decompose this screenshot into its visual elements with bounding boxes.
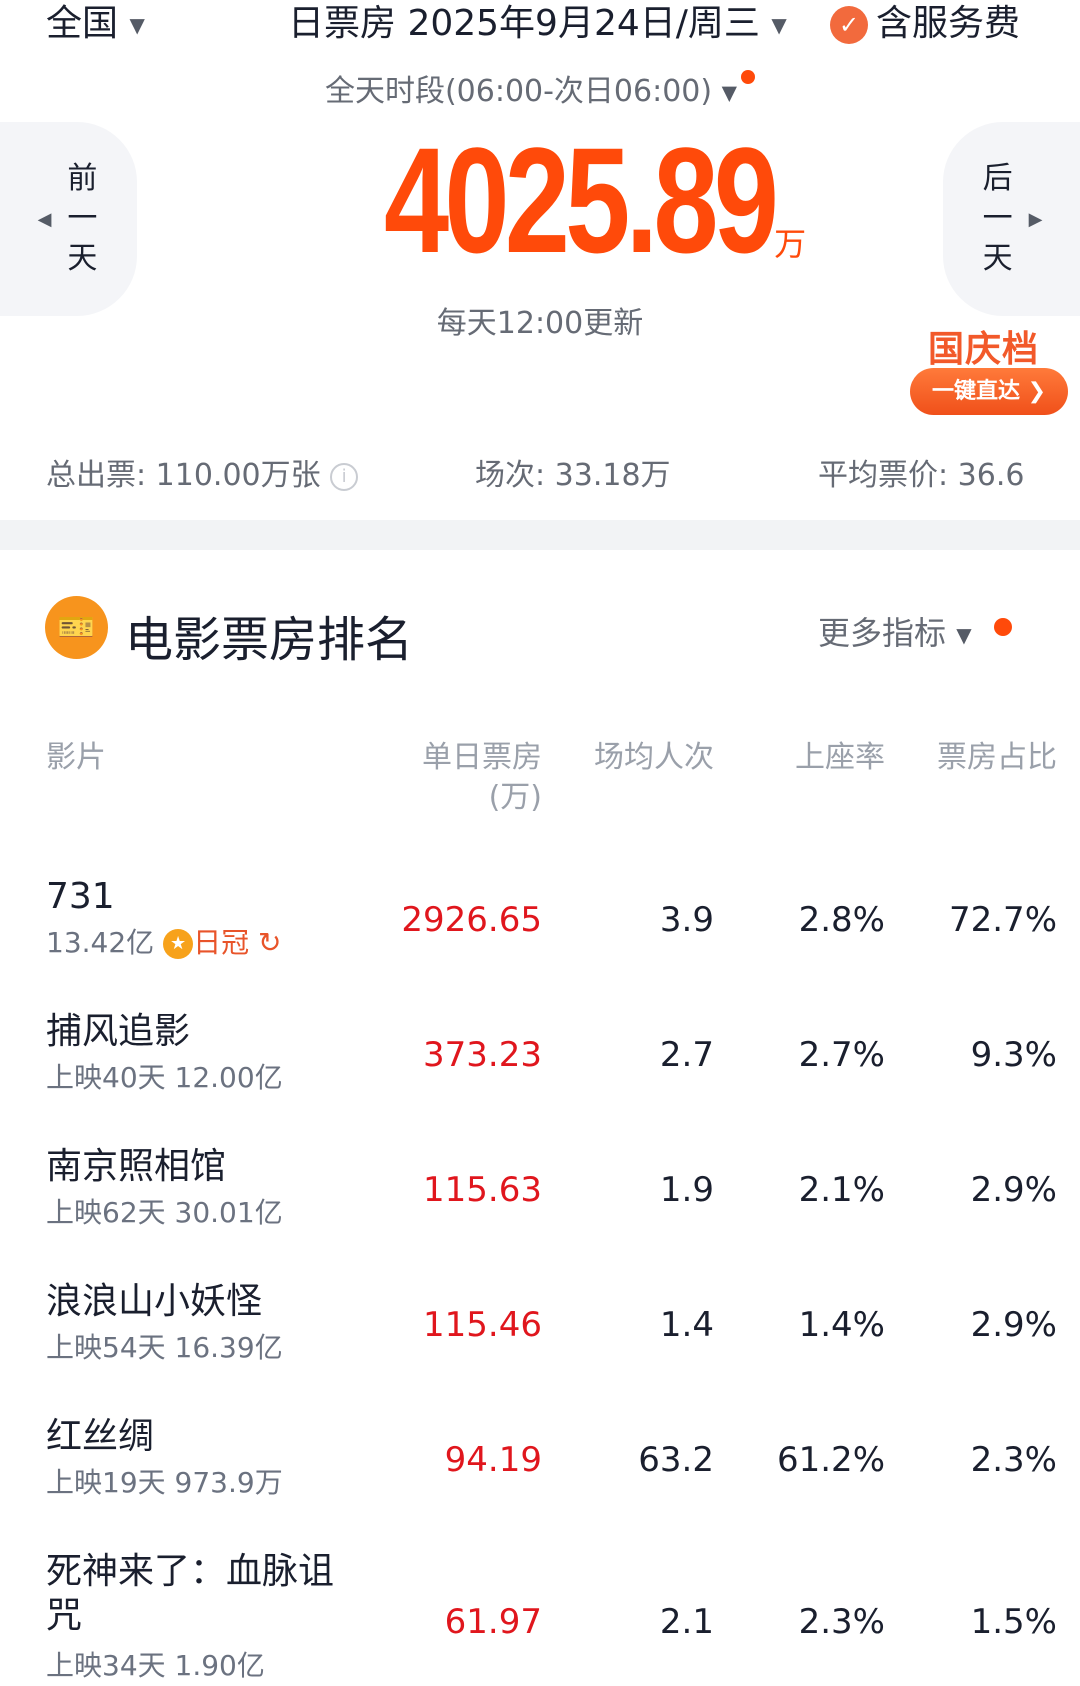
section-title: 电影票房排名 <box>125 612 414 668</box>
avg-people: 1.9 <box>659 1170 714 1210</box>
daily-box-office: 115.46 <box>423 1305 542 1345</box>
avg-people: 63.2 <box>638 1440 714 1480</box>
medal-icon: ★ <box>163 929 194 959</box>
red-dot-icon <box>993 618 1012 636</box>
tickets-label: 总出票: 110.00万张 <box>46 458 321 493</box>
film-title: 死神来了：血脉诅咒 <box>46 1551 335 1636</box>
red-dot-icon <box>741 70 756 84</box>
total-tickets: 总出票: 110.00万张 i <box>46 450 359 494</box>
share: 2.9% <box>970 1170 1057 1210</box>
next-label: 后 <box>982 161 1013 196</box>
caret-down-icon: ▼ <box>721 80 738 105</box>
period-selector[interactable]: 全天时段(06:00-次日06:00) ▼ <box>0 66 1080 110</box>
date-title: 日票房 2025年9月24日/周三 <box>288 3 760 44</box>
shows-stat: 场次: 33.18万 <box>475 458 671 493</box>
share: 2.9% <box>970 1305 1057 1345</box>
occupancy: 1.4% <box>798 1305 885 1345</box>
share: 2.3% <box>970 1440 1057 1480</box>
promo-button-label: 一键直达 <box>931 379 1020 404</box>
promo-title[interactable]: 国庆档 <box>928 329 1040 370</box>
film-title: 捕风追影 <box>46 1011 191 1052</box>
next-label: 一 <box>982 201 1013 236</box>
avg-people: 1.4 <box>659 1305 714 1345</box>
daily-box-office: 373.23 <box>423 1035 542 1075</box>
film-sub: 13.42亿 ★ 日冠 ↻ <box>46 921 281 961</box>
region-label: 全国 <box>46 3 119 44</box>
daily-champion-badge: 日冠 <box>193 926 250 959</box>
more-metrics-label: 更多指标 <box>818 614 947 652</box>
check-icon: ✓ <box>830 6 868 44</box>
prev-day-button[interactable]: ◀ 前一天 <box>0 122 137 316</box>
film-sub-text: 上映40天 12.00亿 <box>46 1061 283 1094</box>
col-occupancy[interactable]: 上座率 <box>795 740 885 775</box>
film-sub-text: 上映62天 30.01亿 <box>46 1196 283 1229</box>
region-selector[interactable]: 全国 ▼ <box>46 0 145 46</box>
occupancy: 2.8% <box>798 900 885 940</box>
section-divider <box>0 520 1080 550</box>
avg-people: 2.1 <box>659 1602 714 1642</box>
col-daily-label: 单日票房 <box>422 740 542 775</box>
ticket-icon: 🎫 <box>45 596 108 659</box>
avg-people: 3.9 <box>659 900 714 940</box>
period-label: 全天时段(06:00-次日06:00) <box>324 74 713 109</box>
film-title: 731 <box>46 876 115 917</box>
arrow-left-icon: ◀ <box>37 208 52 230</box>
prev-label: 前 <box>67 161 98 196</box>
col-share[interactable]: 票房占比 <box>937 740 1057 775</box>
daily-box-office: 61.97 <box>444 1602 542 1642</box>
daily-box-office: 2926.65 <box>401 900 542 940</box>
prev-label: 一 <box>67 201 98 236</box>
occupancy: 2.1% <box>798 1170 885 1210</box>
film-sub: 上映40天 12.00亿 <box>46 1056 283 1096</box>
box-office-value: 4025.89 <box>383 116 779 284</box>
film-sub-text: 13.42亿 <box>46 926 155 959</box>
film-sub: 上映34天 1.90亿 <box>46 1644 265 1684</box>
film-sub: 上映54天 16.39亿 <box>46 1326 283 1366</box>
chevron-right-icon: ❯ <box>1027 379 1047 404</box>
daily-box-office: 4025.89万 <box>0 116 1080 284</box>
info-icon[interactable]: i <box>330 462 359 491</box>
col-avg-people[interactable]: 场均人次 <box>594 740 714 775</box>
film-sub-text: 上映34天 1.90亿 <box>46 1649 265 1682</box>
update-note: 每天12:00更新 <box>436 306 644 341</box>
film-sub: 上映19天 973.9万 <box>46 1461 283 1501</box>
box-office-unit: 万 <box>774 225 807 263</box>
avg-price-stat: 平均票价: 36.6 <box>818 458 1025 493</box>
share: 1.5% <box>970 1602 1057 1642</box>
col-film: 影片 <box>46 740 106 775</box>
film-title: 南京照相馆 <box>46 1146 227 1187</box>
avg-people: 2.7 <box>659 1035 714 1075</box>
occupancy: 61.2% <box>776 1440 885 1480</box>
next-label: 天 <box>982 241 1013 276</box>
film-sub-text: 上映19天 973.9万 <box>46 1466 283 1499</box>
refresh-icon: ↻ <box>258 926 282 959</box>
service-fee-toggle[interactable]: ✓ 含服务费 <box>830 0 1020 46</box>
caret-down-icon: ▼ <box>129 13 145 37</box>
film-title: 红丝绸 <box>46 1416 155 1457</box>
arrow-right-icon: ▶ <box>1028 208 1043 230</box>
caret-down-icon: ▼ <box>956 623 972 647</box>
share: 72.7% <box>948 900 1057 940</box>
more-metrics-button[interactable]: 更多指标 ▼ <box>818 608 1012 654</box>
col-daily-unit: (万) <box>488 780 542 815</box>
caret-down-icon: ▼ <box>771 13 787 37</box>
film-sub-text: 上映54天 16.39亿 <box>46 1331 283 1364</box>
daily-box-office: 94.19 <box>444 1440 542 1480</box>
date-selector[interactable]: 日票房 2025年9月24日/周三 ▼ <box>288 0 787 46</box>
film-sub: 上映62天 30.01亿 <box>46 1191 283 1231</box>
promo-button[interactable]: 一键直达 ❯ <box>910 368 1068 415</box>
daily-box-office: 115.63 <box>423 1170 542 1210</box>
share: 9.3% <box>970 1035 1057 1075</box>
prev-label: 天 <box>67 241 98 276</box>
col-daily[interactable]: 单日票房 (万) <box>382 738 542 818</box>
service-fee-label: 含服务费 <box>876 3 1021 44</box>
occupancy: 2.3% <box>798 1602 885 1642</box>
film-title: 浪浪山小妖怪 <box>46 1281 263 1322</box>
occupancy: 2.7% <box>798 1035 885 1075</box>
next-day-button[interactable]: 后一天 ▶ <box>943 122 1080 316</box>
